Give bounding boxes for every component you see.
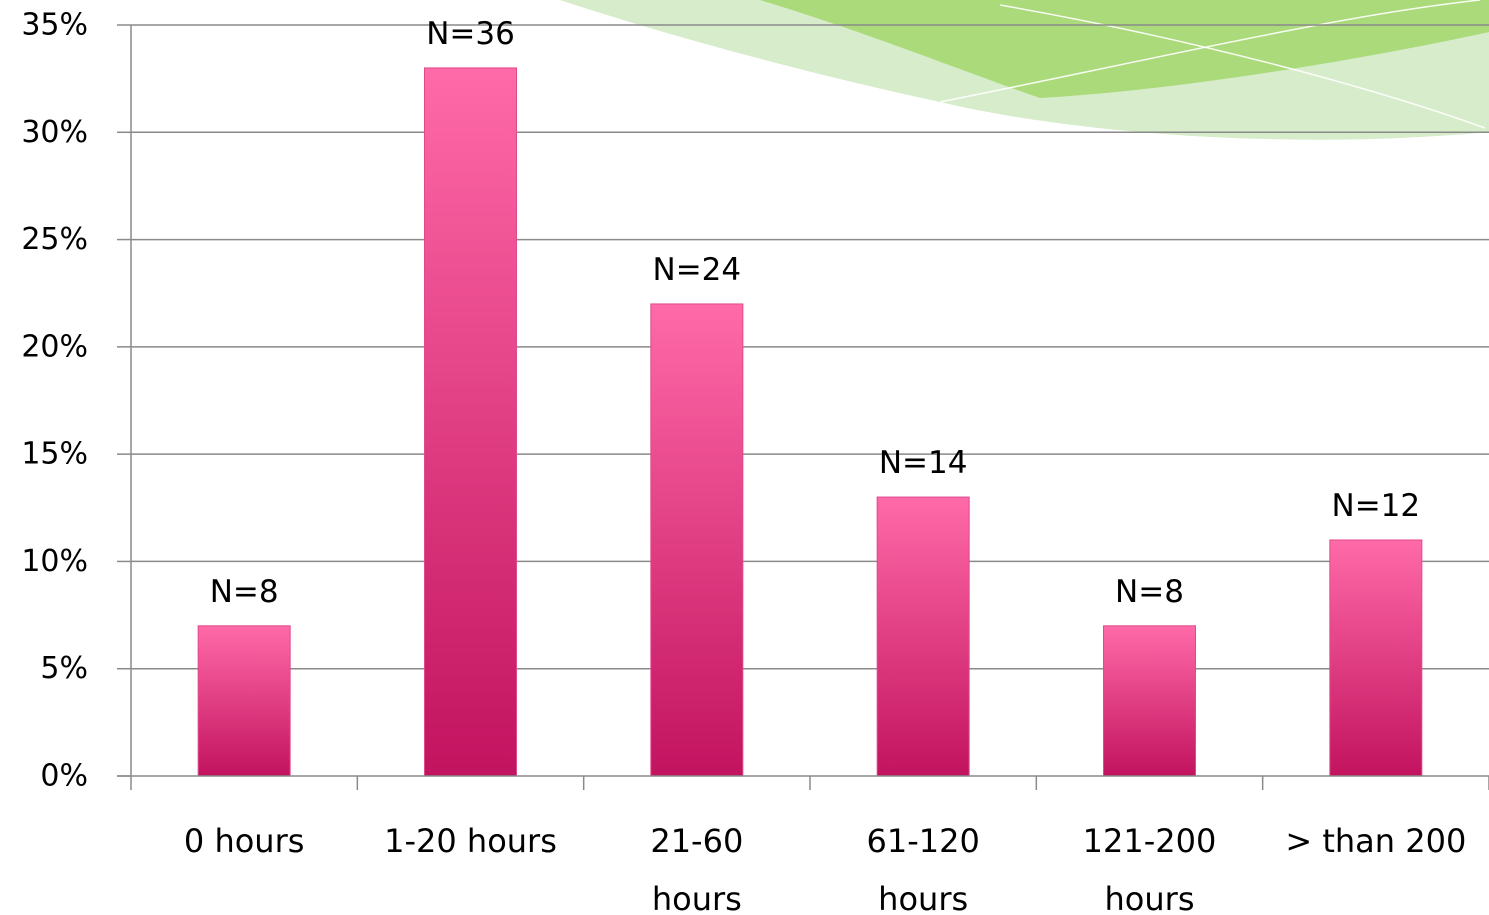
data-label: N=36 <box>426 16 515 52</box>
swoosh-line-2 <box>999 4 1486 129</box>
x-category-label: 0 hours <box>184 822 305 860</box>
bar <box>197 625 291 777</box>
x-category-label: > than 200 <box>1285 822 1466 860</box>
y-tick-label: 0% <box>40 759 88 794</box>
x-category-label-line: hours <box>878 880 968 915</box>
bar <box>876 496 970 777</box>
y-tick-label: 35% <box>21 8 88 43</box>
bar <box>1329 539 1423 777</box>
data-label: N=12 <box>1332 488 1421 524</box>
y-tick-label: 20% <box>21 329 88 364</box>
decorative-swoosh <box>560 0 1489 140</box>
x-category-label: 1-20 hours <box>384 822 557 860</box>
bars <box>197 67 1423 777</box>
x-category-label: 121-200 hours <box>1083 822 1217 915</box>
data-label: N=8 <box>210 574 279 610</box>
gridlines <box>117 24 1489 777</box>
x-category-label-line: hours <box>1105 880 1195 915</box>
y-axis-tick-labels: 0% 5% 10% 15% 20% 25% 30% 35% <box>21 8 88 794</box>
x-category-label-line: 0 hours <box>184 822 305 860</box>
data-label: N=8 <box>1115 574 1184 610</box>
axes <box>117 25 1489 790</box>
y-tick-label: 25% <box>21 222 88 257</box>
swoosh-line-1 <box>939 0 1481 103</box>
data-labels: N=8 N=36 N=24 N=14 N=8 N=12 <box>210 16 1420 610</box>
x-category-label-line: 121-200 <box>1083 822 1217 860</box>
x-category-label: 21-60 hours <box>650 822 743 915</box>
bar <box>650 303 744 777</box>
y-tick-label: 15% <box>21 437 88 472</box>
y-tick-label: 30% <box>21 115 88 150</box>
data-label: N=24 <box>653 252 742 288</box>
y-tick-label: 10% <box>21 544 88 579</box>
x-category-label-line: 1-20 hours <box>384 822 557 860</box>
bar <box>424 67 517 777</box>
x-category-label: 61-120 hours <box>866 822 979 915</box>
x-category-label-line: 21-60 <box>650 822 743 860</box>
x-category-label-line: 61-120 <box>866 822 979 860</box>
x-category-label-line: > than 200 <box>1285 822 1466 860</box>
x-category-label-line: hours <box>652 880 742 915</box>
data-label: N=14 <box>879 445 968 481</box>
y-tick-label: 5% <box>40 651 88 686</box>
bar <box>1103 625 1196 777</box>
